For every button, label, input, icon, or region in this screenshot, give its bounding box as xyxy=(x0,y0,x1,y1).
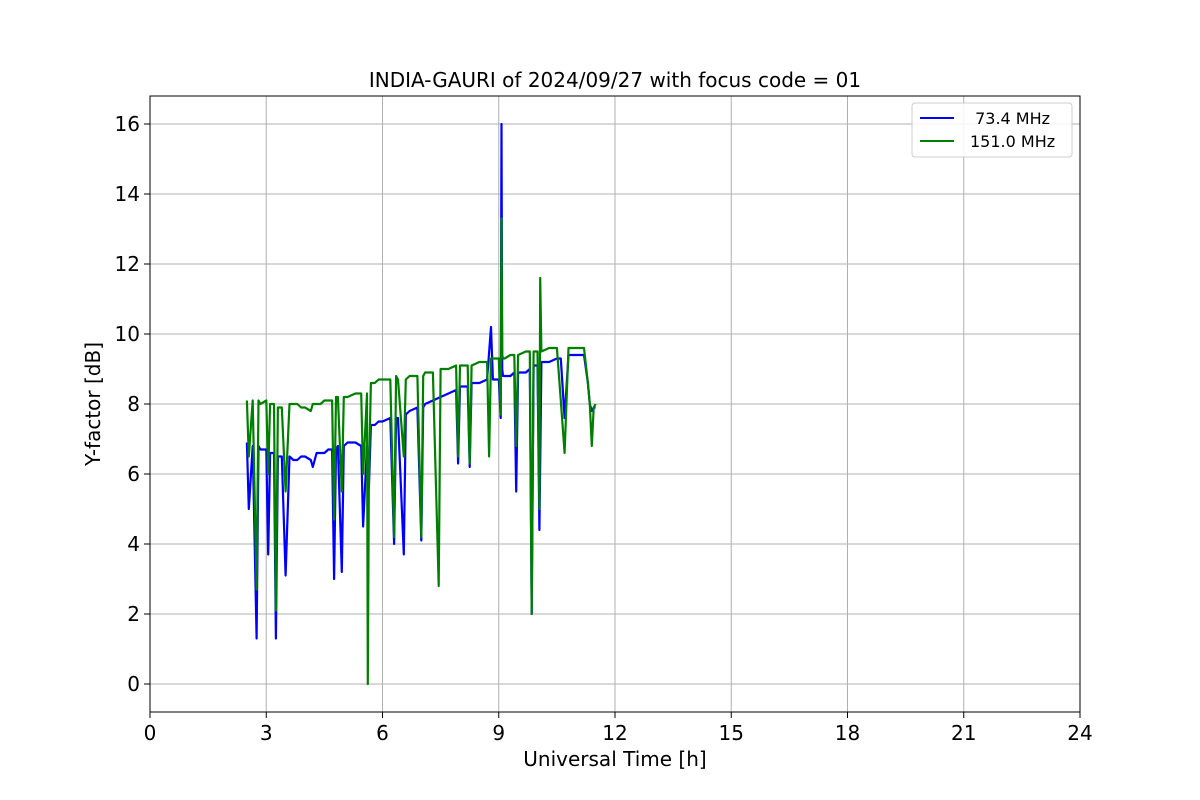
legend-box xyxy=(911,102,1073,158)
chart-title: INDIA-GAURI of 2024/09/27 with focus cod… xyxy=(369,68,861,92)
y-tick-label: 14 xyxy=(115,182,140,206)
legend-entry-label: 73.4 MHz xyxy=(970,109,1050,128)
x-tick-label: 21 xyxy=(951,721,976,745)
x-tick-label: 0 xyxy=(144,721,157,745)
y-axis-label: Y-factor [dB] xyxy=(81,342,105,467)
series-line-green xyxy=(245,217,597,686)
y-tick-label: 2 xyxy=(127,602,140,626)
x-axis-label: Universal Time [h] xyxy=(523,747,706,771)
legend: 73.4 MHz 151.0 MHz xyxy=(911,102,1073,158)
x-tick-label: 3 xyxy=(260,721,273,745)
y-tick-label: 6 xyxy=(127,462,140,486)
series-layer xyxy=(245,122,597,686)
x-tick-label: 12 xyxy=(602,721,627,745)
x-axis-ticks: 0 3 6 9 12 15 18 21 24 xyxy=(144,712,1093,745)
x-tick-label: 9 xyxy=(492,721,505,745)
y-tick-label: 10 xyxy=(115,322,140,346)
x-tick-label: 6 xyxy=(376,721,389,745)
y-axis-ticks: 0 2 4 6 8 10 12 14 16 xyxy=(115,112,150,696)
y-tick-label: 8 xyxy=(127,392,140,416)
x-tick-label: 15 xyxy=(719,721,744,745)
legend-entry-label: 151.0 MHz xyxy=(970,132,1055,151)
y-tick-label: 0 xyxy=(127,672,140,696)
y-tick-label: 16 xyxy=(115,112,140,136)
x-tick-label: 18 xyxy=(835,721,860,745)
x-tick-label: 24 xyxy=(1067,721,1092,745)
y-tick-label: 12 xyxy=(115,252,140,276)
y-tick-label: 4 xyxy=(127,532,140,556)
